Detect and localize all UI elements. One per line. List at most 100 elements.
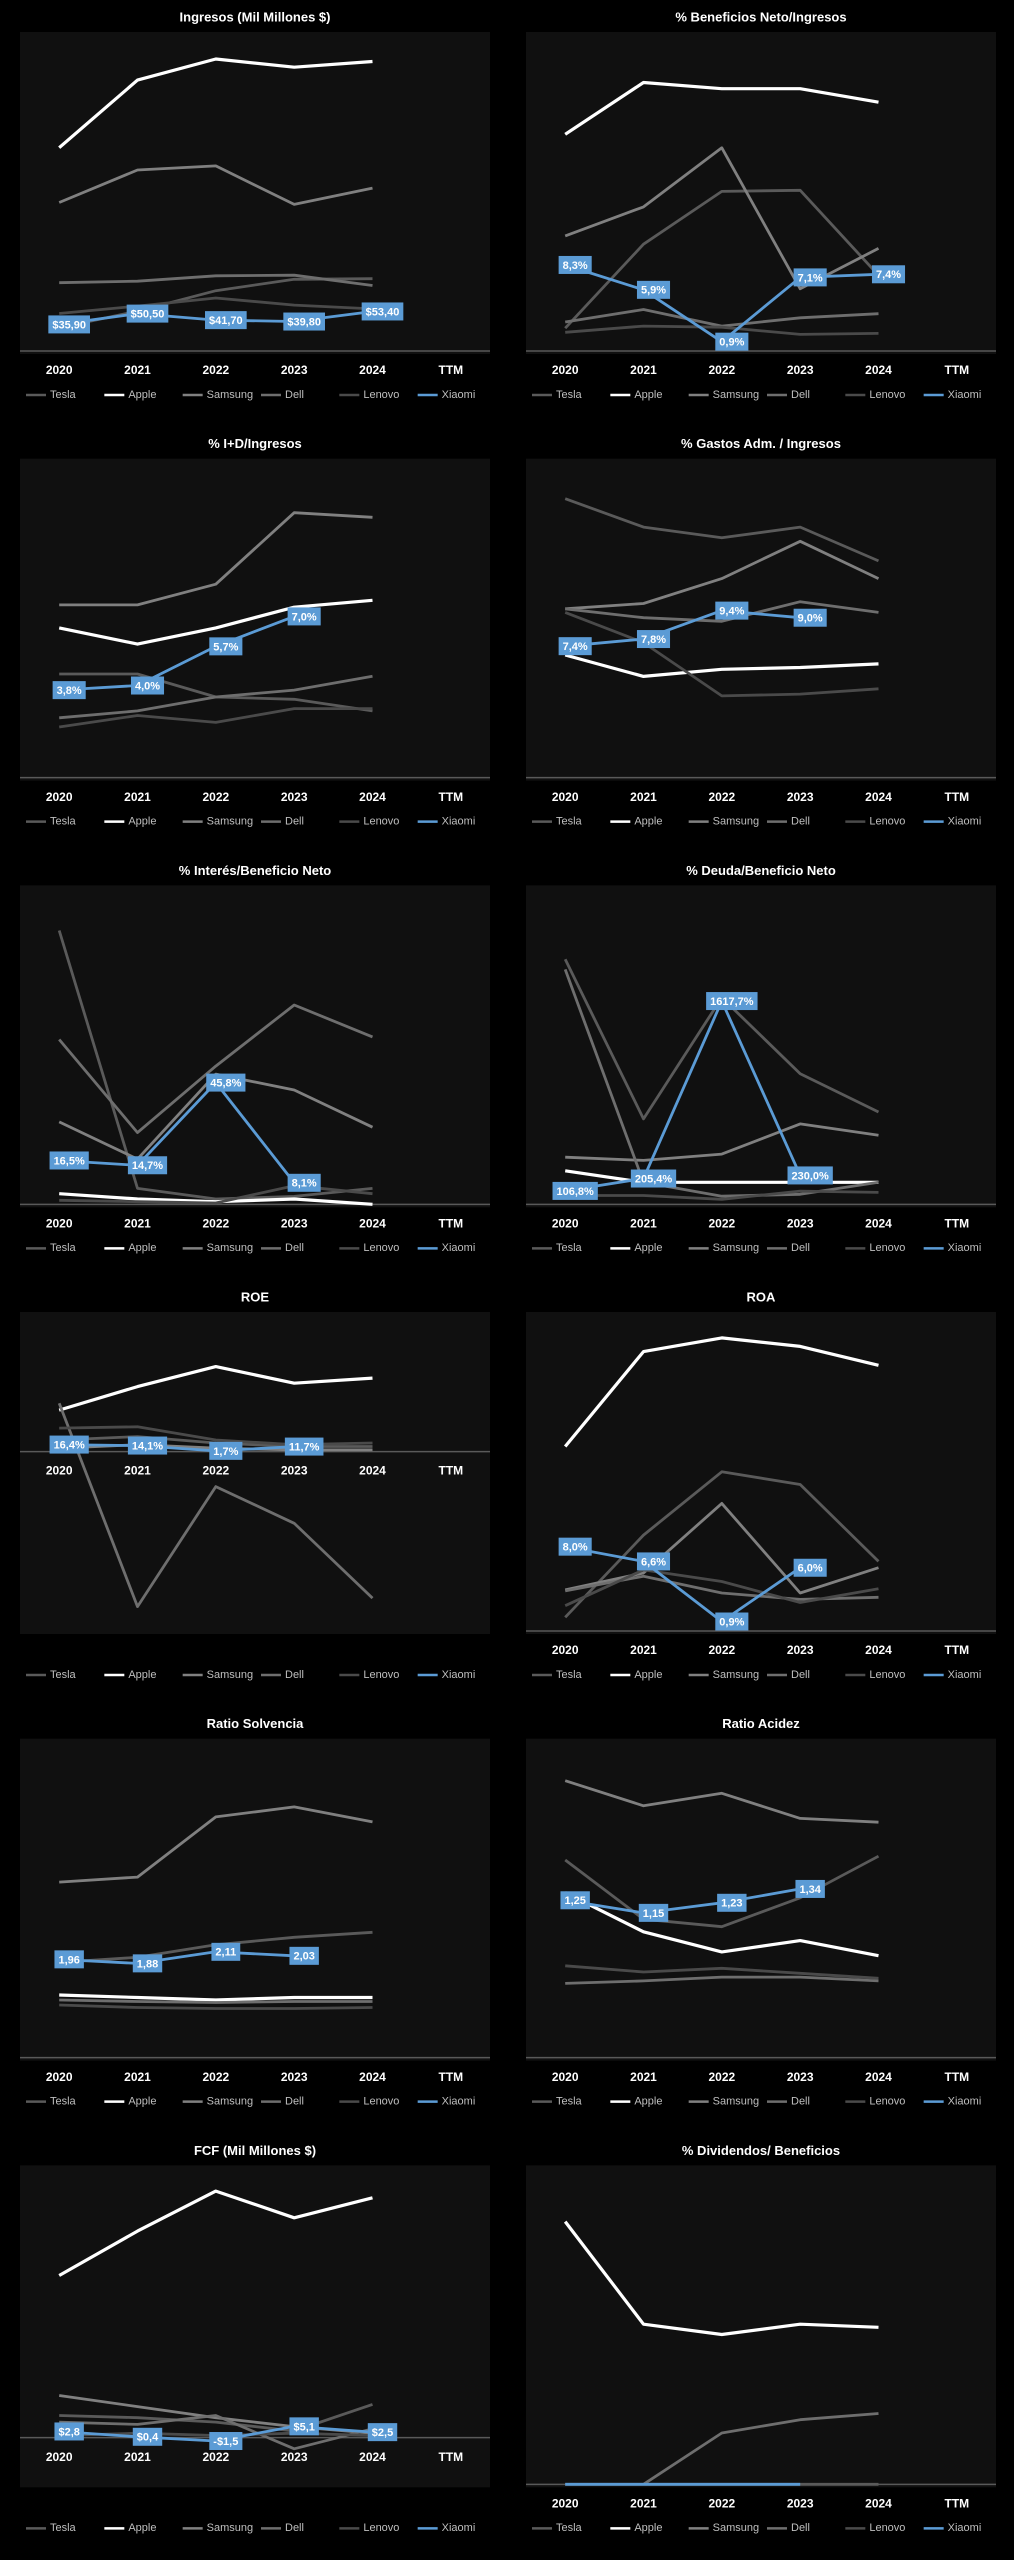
legend-label: Xiaomi [948,2096,982,2108]
data-label-box [793,1558,827,1577]
x-tick-label: 2020 [552,2070,579,2084]
data-label-box [558,255,592,274]
legend-label: Dell [285,1242,304,1254]
data-label: 5,7% [213,641,238,653]
x-tick-label: 2024 [865,1217,892,1231]
series-line [59,2403,373,2433]
legend-label: Dell [791,1242,810,1254]
data-label: $35,90 [52,319,86,331]
data-label: 230,0% [792,1170,830,1182]
data-label: 106,8% [557,1186,595,1198]
series-line [59,511,373,607]
legend-label: Apple [128,2522,156,2534]
x-tick-label: 2021 [630,1643,657,1657]
plot-area [20,32,490,354]
data-label-box [793,268,827,287]
x-tick-label: 2024 [359,363,386,377]
x-tick-label: 2023 [787,2070,814,2084]
data-label-box [52,681,86,700]
series-line [59,1993,373,2002]
legend-label: Lenovo [363,2522,399,2534]
data-label: 3,8% [57,685,82,697]
data-label-box [795,1879,825,1898]
x-tick-label: 2020 [46,2450,73,2464]
chart-panel: FCF (Mil Millones $) 2020 2021 2022 2023 2024… [20,2143,490,2534]
legend-label: Dell [285,816,304,828]
data-label-box [715,332,749,351]
plot-area [20,1312,490,1634]
x-tick-label: 2021 [630,2497,657,2511]
series-line [58,164,373,206]
legend-label: Tesla [556,816,583,828]
chart-title: ROA [747,1289,777,1304]
data-label-box [211,1942,241,1961]
x-tick-label: 2024 [359,2070,386,2084]
series-line [58,1365,373,1412]
series-line [59,1950,295,1965]
legend-label: Xiaomi [948,2522,982,2534]
data-label-box [560,1891,590,1910]
plot-area [20,885,490,1208]
legend-label: Xiaomi [442,389,476,401]
data-label: 8,3% [563,260,588,272]
data-label: 16,5% [54,1155,85,1167]
x-tick-label: 2022 [202,1464,229,1478]
data-label: $5,1 [293,2421,314,2433]
series-line [564,1502,879,1595]
data-label: 2,11 [215,1947,236,1959]
data-label: 2,03 [293,1951,314,1963]
data-label: 7,1% [798,272,823,284]
series-line [564,1887,801,1915]
legend-label: Tesla [50,2096,77,2108]
legend-label: Dell [791,1669,810,1681]
data-label-box [552,1181,598,1200]
legend-label: Samsung [713,2522,759,2534]
series-line [563,1336,879,1448]
legend-label: Lenovo [869,1242,905,1254]
series-line [564,188,880,330]
x-tick-label: 2023 [787,790,814,804]
x-tick-label: 2020 [552,1217,579,1231]
series-line [565,1122,879,1162]
data-label-box [558,637,592,656]
legend-label: Samsung [207,2522,253,2534]
series-line [565,324,879,336]
legend-label: Xiaomi [442,816,476,828]
chart-panel: Ratio Solvencia 2020 2021 2022 2023 2024 TTM 1,… [20,1716,490,2108]
chart-title: % Dividendos/ Beneficios [682,2143,840,2158]
legend-label: Xiaomi [948,1669,982,1681]
legend-label: Dell [791,816,810,828]
legend-label: Apple [128,1242,156,1254]
legend-label: Lenovo [363,2096,399,2108]
x-tick-label: 2023 [281,1217,308,1231]
legend-label: Lenovo [869,816,905,828]
plot-area [20,2165,490,2488]
data-label: 7,4% [876,269,901,281]
legend-label: Xiaomi [948,1242,982,1254]
data-label-box [127,1436,168,1455]
data-label-box [630,1169,677,1188]
data-label-box [715,1612,749,1631]
chart-title: Ratio Acidez [722,1716,800,1731]
x-tick-label: TTM [945,790,970,804]
x-tick-label: 2024 [865,2497,892,2511]
data-label-box [793,608,827,627]
x-tick-label: 2023 [281,363,308,377]
data-label: 1,23 [721,1898,742,1910]
x-tick-label: 2020 [46,363,73,377]
legend-label: Apple [634,1242,662,1254]
data-label-box [132,2427,163,2446]
chart-title: FCF (Mil Millones $) [194,2143,316,2158]
legend-label: Lenovo [363,1242,399,1254]
x-tick-label: TTM [439,2450,464,2464]
x-tick-label: 2023 [787,1643,814,1657]
x-tick-label: 2022 [708,790,735,804]
x-tick-label: TTM [945,2070,970,2084]
data-label-box [283,312,325,331]
x-tick-label: 2024 [865,363,892,377]
x-tick-label: 2023 [787,1217,814,1231]
data-label-box [787,1166,833,1185]
series-line [565,1975,879,1985]
x-tick-label: 2020 [552,790,579,804]
x-tick-label: 2022 [202,363,229,377]
